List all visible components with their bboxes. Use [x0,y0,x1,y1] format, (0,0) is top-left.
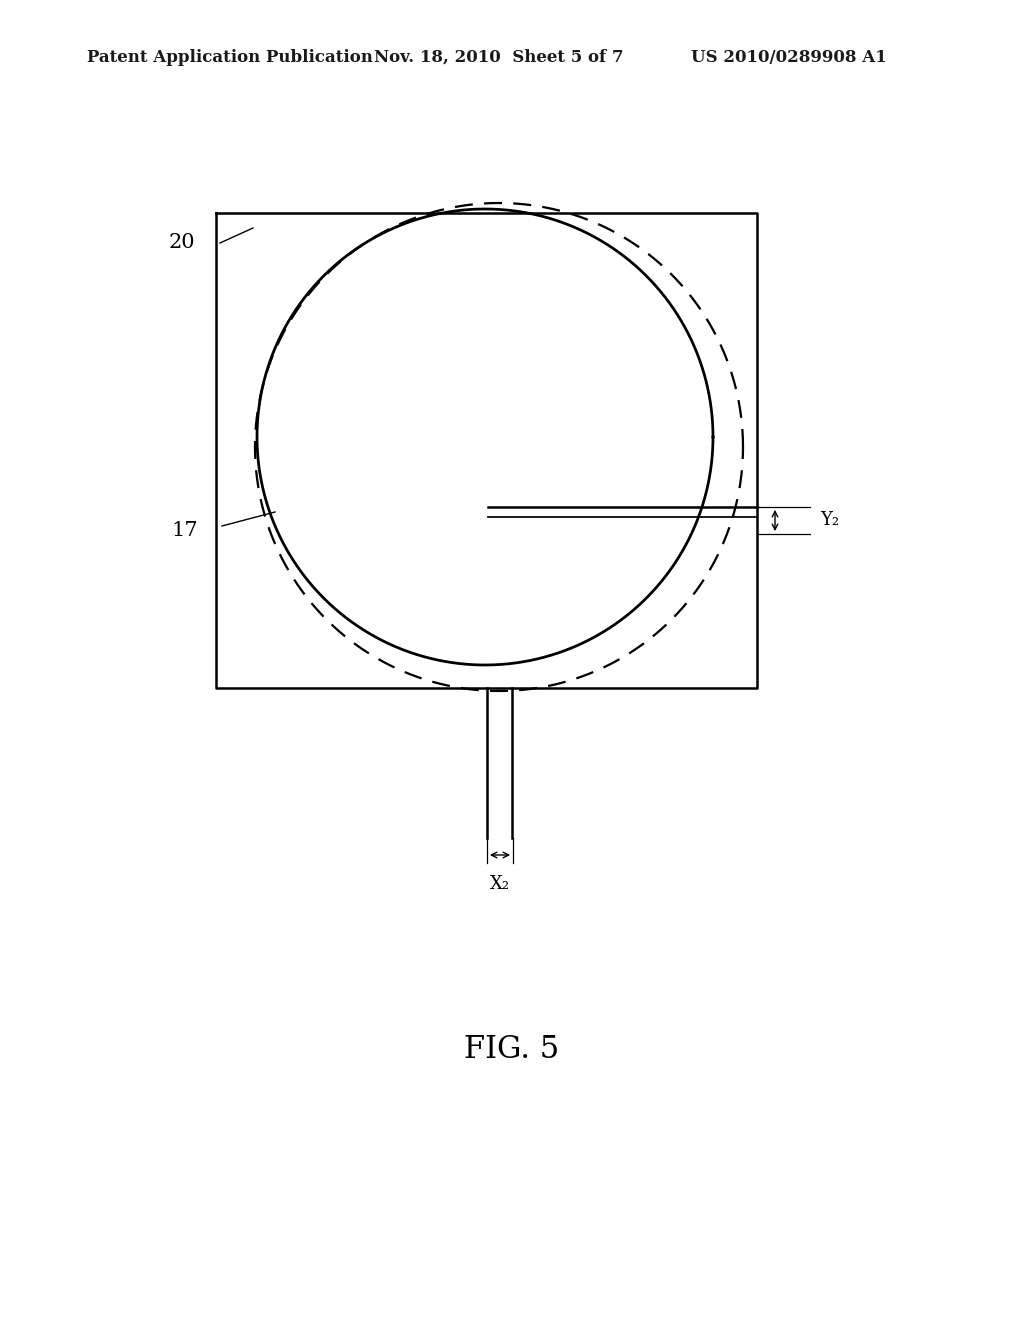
Text: X₂: X₂ [489,875,510,894]
Text: Y₂: Y₂ [820,511,839,529]
Text: US 2010/0289908 A1: US 2010/0289908 A1 [691,49,887,66]
Text: FIG. 5: FIG. 5 [464,1035,560,1065]
Text: 20: 20 [168,234,195,252]
Text: Patent Application Publication: Patent Application Publication [87,49,373,66]
Text: 17: 17 [171,520,198,540]
Text: Nov. 18, 2010  Sheet 5 of 7: Nov. 18, 2010 Sheet 5 of 7 [374,49,624,66]
